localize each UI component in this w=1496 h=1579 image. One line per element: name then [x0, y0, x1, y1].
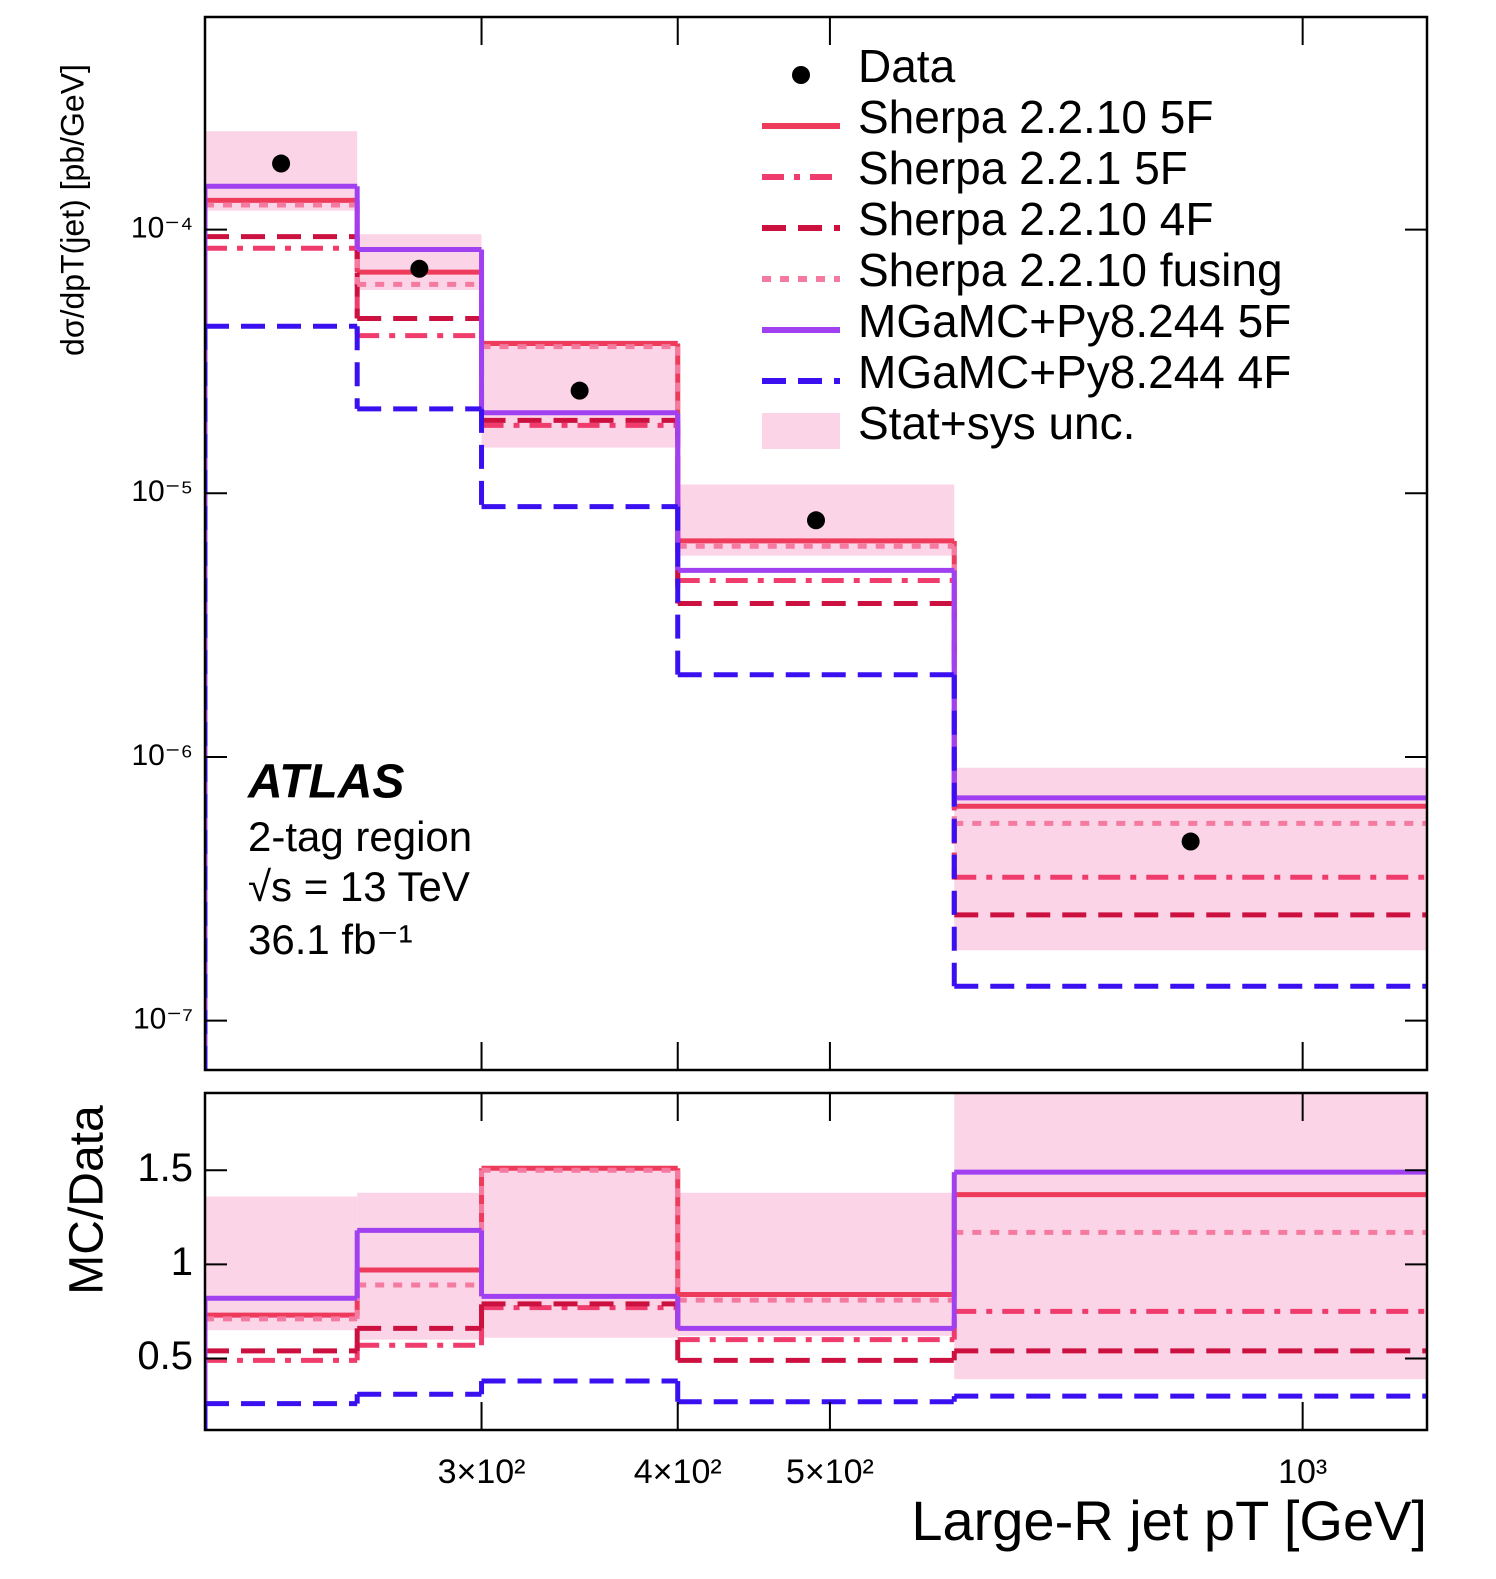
y-tick-label: 10⁻⁷ — [133, 1003, 193, 1036]
legend-label: Data — [858, 40, 956, 92]
annotation: ATLAS — [247, 756, 404, 809]
annotation: √s = 13 TeV — [248, 863, 470, 910]
x-tick-label: 10³ — [1278, 1453, 1327, 1491]
data-point — [410, 259, 429, 278]
y-axis-label: MC/Data — [61, 1105, 114, 1295]
plot-frame — [203, 15, 1429, 1072]
uncertainty-band — [954, 1093, 1427, 1380]
y-tick-label: 1.5 — [137, 1146, 193, 1190]
plot-frame — [203, 1091, 1429, 1432]
uncertainty-band — [954, 767, 1427, 951]
x-axis-label: Large-R jet pT [GeV] — [911, 1489, 1427, 1552]
annotation: 2-tag region — [248, 813, 472, 860]
plot-area — [205, 131, 1427, 1070]
y-tick-label: 0.5 — [137, 1334, 193, 1378]
plot-area — [205, 1093, 1427, 1430]
data-point — [272, 154, 291, 173]
uncertainty-band — [677, 1192, 955, 1336]
legend-symbol — [762, 413, 840, 449]
uncertainty-band — [481, 1166, 678, 1338]
data-point — [570, 381, 589, 400]
legend-label: MGaMC+Py8.244 5F — [858, 295, 1291, 347]
x-tick-label: 4×10² — [634, 1453, 722, 1491]
uncertainty-band — [205, 1196, 358, 1331]
x-tick-label: 5×10² — [786, 1453, 874, 1491]
y-axis-label: dσ/dpT(jet) [pb/GeV] — [54, 64, 90, 356]
y-tick-label: 1 — [171, 1240, 193, 1284]
x-tick-label: 3×10² — [438, 1453, 526, 1491]
legend-label: Sherpa 2.2.10 fusing — [858, 244, 1283, 296]
legend-symbol — [792, 66, 810, 84]
data-point — [1181, 832, 1200, 851]
data-point — [807, 511, 825, 530]
legend-label: Stat+sys unc. — [858, 397, 1135, 449]
y-tick-label: 10⁻⁵ — [131, 475, 193, 508]
legend-label: Sherpa 2.2.1 5F — [858, 142, 1188, 194]
legend-label: MGaMC+Py8.244 4F — [858, 346, 1291, 398]
legend-label: Sherpa 2.2.10 5F — [858, 91, 1213, 143]
annotation: 36.1 fb⁻¹ — [248, 916, 413, 963]
y-tick-label: 10⁻⁴ — [131, 212, 193, 245]
y-tick-label: 10⁻⁶ — [131, 739, 193, 772]
uncertainty-band — [357, 1192, 482, 1340]
legend-label: Sherpa 2.2.10 4F — [858, 193, 1213, 245]
